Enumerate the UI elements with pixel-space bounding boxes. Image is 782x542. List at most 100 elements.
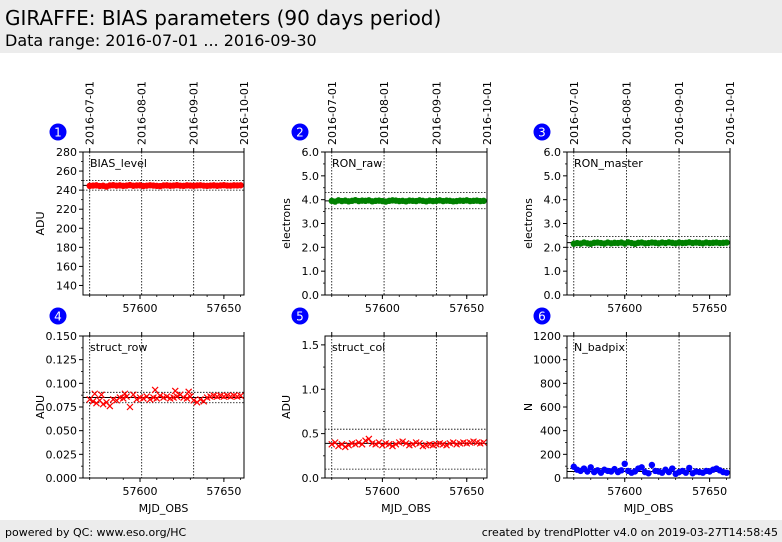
y-tick-label: 1.0 [302,265,320,278]
x-tick-label: 57600 [123,485,158,498]
panel-label: BIAS_level [90,157,147,170]
data-point [355,439,363,446]
x-tick-label: 57650 [206,302,241,315]
plot-frame [82,335,245,479]
top-date-label: 2016-10-01 [481,81,494,145]
y-tick-label: 0.0 [302,472,320,485]
panel-number-text: 1 [54,126,62,140]
x-tick-label: 57600 [607,302,642,315]
y-tick-label: 0.100 [46,377,78,390]
y-tick-label: 0.5 [302,428,320,441]
panel-number-text: 4 [54,310,62,324]
y-tick-label: 240 [56,184,77,197]
panel-label: RON_master [574,157,643,170]
top-date-label: 2016-10-01 [724,81,737,145]
y-tick-label: 6.0 [302,146,320,159]
panel-number-badge [291,123,309,141]
y-tick-label: 0.0 [302,289,320,302]
panel-label: N_badpix [574,341,625,354]
panel-number-badge [49,307,67,325]
page-footer: powered by QC: www.eso.org/HC created by… [0,520,782,542]
y-tick-label: 160 [56,260,77,273]
data-point [185,388,193,396]
data-point [621,460,628,467]
panel-number-badge [533,307,551,325]
data-point [335,442,342,450]
data-point [365,435,373,443]
y-tick-label: 1.0 [544,265,562,278]
x-axis-label: MJD_OBS [381,502,431,515]
plot-frame [324,151,488,296]
x-tick-label: 57650 [692,302,727,315]
data-point [587,464,594,471]
y-axis-label: ADU [34,211,47,235]
data-point [237,392,245,400]
page-subtitle: Data range: 2016-07-01 ... 2016-09-30 [5,31,317,50]
y-tick-label: 2.0 [544,241,562,254]
top-date-label: 2016-09-01 [430,81,443,145]
data-point [723,239,730,246]
y-tick-label: 1200 [533,330,561,343]
y-tick-label: 400 [540,425,561,438]
top-date-label: 2016-10-01 [238,81,251,145]
data-point [190,396,198,404]
y-tick-label: 4.0 [302,194,320,207]
data-point [723,469,730,476]
y-tick-label: 1.5 [302,339,320,352]
panel-number-text: 3 [538,126,546,140]
x-axis-label: MJD_OBS [139,502,189,515]
y-tick-label: 0.150 [46,330,78,343]
y-axis-label: N [522,403,535,411]
plot-frame [566,335,731,479]
top-date-label: 2016-08-01 [136,81,149,145]
x-tick-label: 57600 [365,485,400,498]
panel-label: RON_raw [332,157,382,170]
y-tick-label: 0.050 [46,425,78,438]
panel-number-badge [291,307,309,325]
data-point [173,393,181,401]
plot-frame [566,151,731,296]
data-point [151,386,159,394]
chart-panel-2: 0.0 1.0 2.0 3.0 4.0 5.0 6.0 57600 57650 2016-07-0… [280,81,494,315]
plot-frame [324,335,488,479]
y-tick-label: 6.0 [544,146,562,159]
panel-number-text: 6 [538,310,546,324]
data-point [119,395,127,402]
chart-panel-6: 0 200 400 600 800 1000 1200 57600 57650 N_badpix N… [522,307,731,515]
data-point [686,464,693,472]
page-header: GIRAFFE: BIAS parameters (90 days period… [0,0,782,53]
top-date-label: 2016-09-01 [673,81,686,145]
y-tick-label: 180 [56,241,77,254]
data-point [362,437,369,445]
y-tick-label: 0.075 [46,401,78,414]
y-axis-label: ADU [34,395,47,419]
y-tick-label: 3.0 [544,218,562,231]
panel-label: struct_col [332,341,385,354]
top-date-label: 2016-07-01 [568,81,581,145]
data-point [648,461,656,469]
data-point [129,391,137,399]
data-point [98,391,105,399]
data-point [443,441,450,449]
x-tick-label: 57650 [449,485,484,498]
data-point [480,197,487,205]
y-tick-label: 200 [56,222,77,235]
x-tick-label: 57650 [449,302,484,315]
chart-panel-5: 0.0 0.5 1.0 1.5 57600 57650 struct_col ADU MJD_O… [280,307,488,515]
y-axis-label: electrons [522,198,535,249]
chart-panel-1: 140 160 180 200 220 240 260 280 57600 57650 2016-0… [34,81,251,315]
data-point [449,439,457,446]
data-point [341,443,349,451]
data-point [121,390,129,398]
y-tick-label: 260 [56,165,77,178]
panel-number-text: 2 [296,126,304,140]
data-point [139,395,147,402]
data-point [399,438,407,446]
page-title: GIRAFFE: BIAS parameters (90 days period… [5,6,442,30]
top-date-label: 2016-07-01 [84,81,97,145]
panel-number-badge [533,123,551,141]
y-axis-label: electrons [280,198,293,249]
data-point [156,392,164,400]
y-tick-label: 220 [56,203,77,216]
data-point [328,440,336,448]
